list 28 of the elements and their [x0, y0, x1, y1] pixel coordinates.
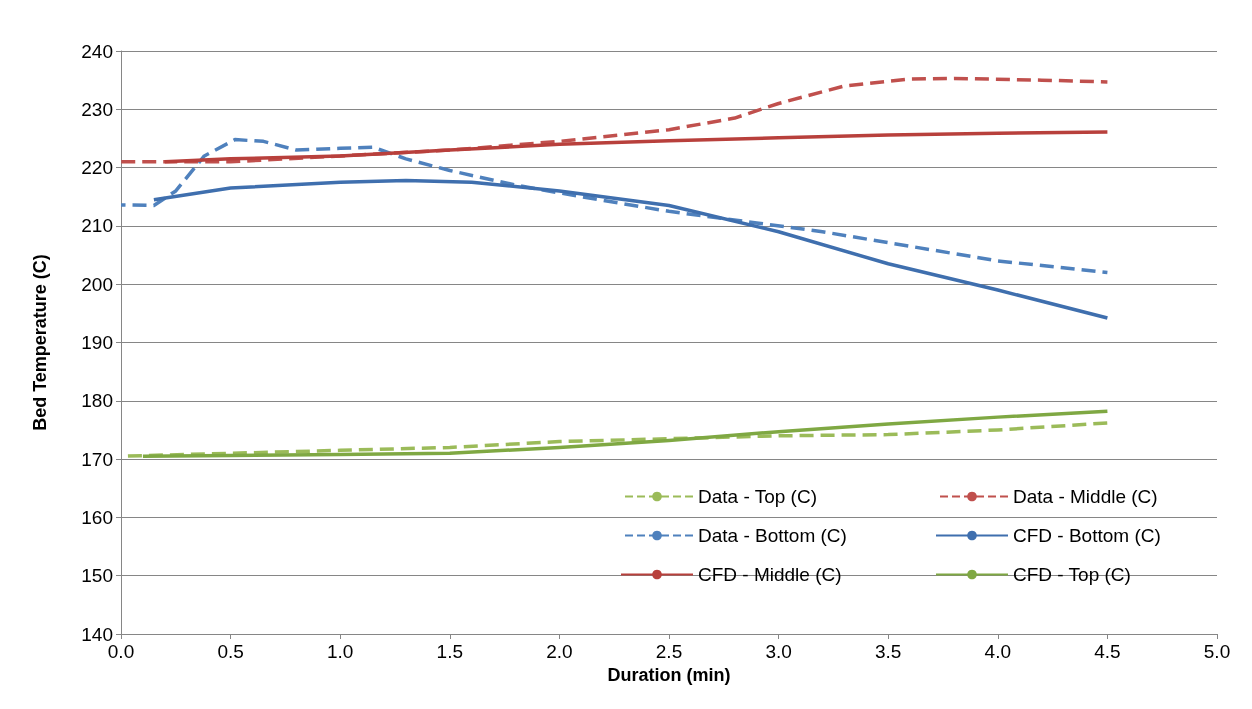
y-tick-label: 230 — [81, 98, 113, 120]
x-tick-label: 0.5 — [217, 641, 244, 662]
legend-label: CFD - Bottom (C) — [1013, 525, 1161, 546]
legend-label: CFD - Top (C) — [1013, 564, 1131, 585]
y-tick-label: 240 — [81, 40, 113, 62]
y-tick-label: 180 — [81, 390, 113, 412]
y-tick-label: 190 — [81, 332, 113, 353]
x-tick-label: 5.0 — [1203, 641, 1231, 662]
x-tick-label: 4.5 — [1094, 641, 1121, 662]
y-tick-label: 170 — [81, 448, 113, 470]
legend-label: Data - Top (C) — [698, 486, 817, 507]
y-tick-label: 220 — [81, 157, 113, 179]
y-tick-label: 150 — [81, 565, 113, 587]
x-tick-label: 3.0 — [765, 641, 792, 662]
legend-label: CFD - Middle (C) — [698, 564, 842, 585]
legend-label: Data - Middle (C) — [1013, 486, 1158, 507]
y-tick-label: 200 — [81, 273, 113, 295]
x-tick-label: 3.5 — [874, 641, 902, 662]
y-axis-title: Bed Temperature (C) — [30, 254, 50, 431]
legend-label: Data - Bottom (C) — [698, 525, 847, 546]
x-axis-title: Duration (min) — [607, 665, 731, 685]
y-tick-label: 160 — [81, 506, 113, 528]
x-tick-label: 4.0 — [984, 641, 1012, 662]
x-tick-label: 2.5 — [655, 641, 683, 662]
y-tick-label: 210 — [81, 215, 113, 237]
x-tick-label: 2.0 — [546, 641, 573, 662]
x-tick-label: 1.0 — [326, 641, 354, 662]
x-tick-label: 1.5 — [436, 641, 464, 662]
